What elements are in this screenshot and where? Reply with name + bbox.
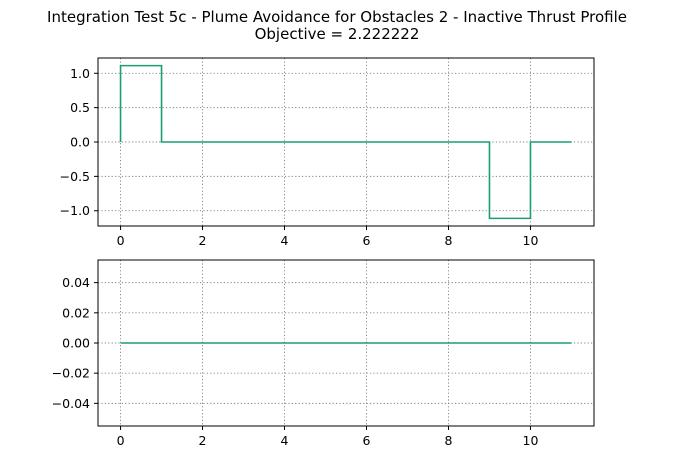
y-tick-label: 0.04	[62, 275, 90, 290]
x-tick-label: 2	[199, 233, 207, 248]
x-tick-label: 10	[523, 433, 539, 448]
x-tick-label: 6	[363, 233, 371, 248]
y-tick-label: 0.02	[62, 305, 90, 320]
thrust-series-line	[119, 64, 572, 220]
x-tick-label: 10	[523, 233, 539, 248]
y-tick-label: 0.00	[62, 336, 90, 351]
y-tick-label: 0.0	[70, 135, 90, 150]
y-tick-label: 1.0	[70, 66, 90, 81]
x-tick-label: 4	[281, 233, 289, 248]
x-tick-label: 8	[445, 233, 453, 248]
y-tick-label: −0.04	[52, 396, 90, 411]
top-subplot: 0 2 4 6 8 10 1.0 0.5 0.0 −0.5 −1.0	[60, 57, 595, 248]
figure-subtitle-objective: Objective = 2.222222	[255, 25, 420, 43]
x-tick-label: 6	[363, 433, 371, 448]
x-tick-label: 4	[281, 433, 289, 448]
y-tick-label: −0.02	[52, 366, 90, 381]
x-tick-label: 0	[117, 433, 125, 448]
x-tick-label: 8	[445, 433, 453, 448]
x-tick-label: 0	[117, 233, 125, 248]
x-tick-label: 2	[199, 433, 207, 448]
y-tick-label: −0.5	[60, 169, 90, 184]
figure-title: Integration Test 5c - Plume Avoidance fo…	[47, 8, 627, 26]
bottom-subplot: 0 2 4 6 8 10 0.04 0.02 0.00 −0.02 −0.04	[52, 259, 595, 448]
y-tick-label: −1.0	[60, 203, 90, 218]
y-tick-label: 0.5	[70, 100, 90, 115]
